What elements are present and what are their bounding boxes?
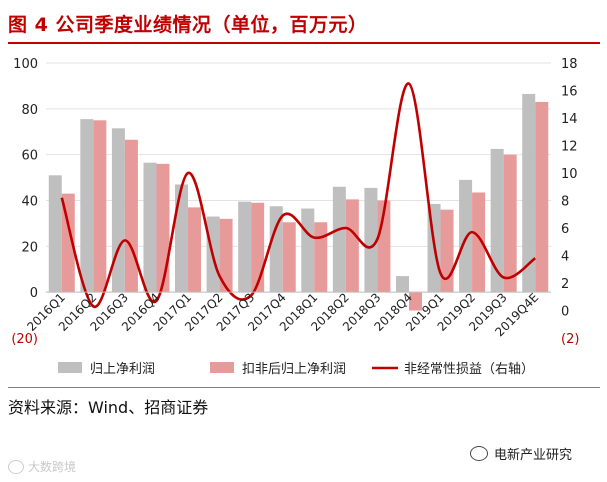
bar bbox=[48, 175, 62, 293]
bar bbox=[111, 128, 125, 293]
y-right-tick-label: (2) bbox=[561, 332, 579, 347]
bar bbox=[93, 120, 107, 293]
bar bbox=[408, 292, 422, 311]
y-left-tick-label: 80 bbox=[21, 103, 38, 118]
watermark-text: 电新产业研究 bbox=[494, 448, 573, 463]
legend-swatch bbox=[58, 362, 82, 373]
title-rule bbox=[8, 42, 600, 44]
corner-logo-icon bbox=[8, 459, 24, 474]
source-rule bbox=[8, 387, 600, 388]
y-right-tick-label: 10 bbox=[561, 167, 578, 182]
bar bbox=[282, 222, 296, 293]
bar bbox=[238, 201, 252, 293]
y-right-tick-label: 18 bbox=[561, 57, 578, 72]
bar bbox=[440, 209, 454, 293]
bar bbox=[472, 192, 486, 293]
bar bbox=[175, 184, 189, 293]
y-left-tick-label: (20) bbox=[11, 332, 38, 347]
bar bbox=[490, 148, 504, 293]
bar bbox=[503, 154, 517, 293]
bar bbox=[251, 202, 265, 293]
bar bbox=[124, 139, 138, 293]
bar bbox=[143, 162, 157, 293]
y-left-tick-label: 0 bbox=[30, 286, 38, 301]
bar bbox=[535, 101, 549, 293]
legend-label: 扣非后归上净利润 bbox=[242, 362, 346, 377]
chart-title: 图 4 公司季度业绩情况（单位，百万元） bbox=[8, 14, 368, 36]
source-note: 资料来源：Wind、招商证券 bbox=[8, 398, 209, 417]
y-left-tick-label: 100 bbox=[13, 57, 38, 72]
bar bbox=[364, 187, 378, 293]
y-left-tick-label: 60 bbox=[21, 149, 38, 164]
bar bbox=[522, 93, 536, 293]
legend-label: 非经常性损益（右轴） bbox=[404, 362, 534, 377]
corner-watermark: 大数跨境 bbox=[8, 458, 76, 475]
series-line bbox=[60, 82, 537, 308]
y-right-tick-label: 16 bbox=[561, 85, 578, 100]
y-right-tick-label: 6 bbox=[561, 222, 569, 237]
y-right-tick-label: 12 bbox=[561, 140, 578, 155]
corner-watermark-text: 大数跨境 bbox=[28, 460, 77, 474]
y-right-tick-label: 2 bbox=[561, 277, 569, 292]
y-right-tick-label: 4 bbox=[561, 250, 569, 265]
line-series bbox=[60, 82, 537, 308]
bar bbox=[269, 206, 283, 293]
y-right-tick-label: 0 bbox=[561, 305, 569, 320]
chart: (20)020406080100(2)0246810121416182016Q1… bbox=[11, 57, 579, 377]
y-left-tick-label: 40 bbox=[21, 195, 38, 210]
y-right-tick-label: 14 bbox=[561, 112, 578, 127]
bar bbox=[395, 276, 409, 293]
wechat-icon bbox=[470, 446, 488, 461]
legend-swatch bbox=[210, 362, 234, 373]
bar bbox=[80, 119, 94, 293]
y-right-tick-label: 8 bbox=[561, 195, 569, 210]
bar bbox=[314, 222, 328, 293]
legend-label: 归上净利润 bbox=[90, 362, 155, 377]
bar bbox=[332, 186, 346, 293]
bar bbox=[156, 163, 170, 293]
watermark: 电新产业研究 bbox=[470, 444, 572, 463]
bar bbox=[61, 193, 75, 293]
bars bbox=[48, 93, 549, 311]
y-left-tick-label: 20 bbox=[21, 240, 38, 255]
bar bbox=[345, 199, 359, 293]
legend: 归上净利润 扣非后归上净利润 非经常性损益（右轴） bbox=[58, 362, 534, 377]
bar bbox=[188, 207, 202, 293]
bar bbox=[301, 208, 315, 293]
bar bbox=[219, 218, 233, 293]
bar bbox=[459, 179, 473, 293]
